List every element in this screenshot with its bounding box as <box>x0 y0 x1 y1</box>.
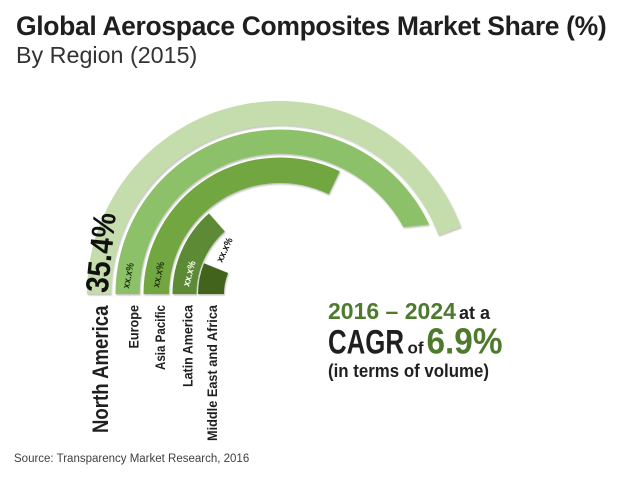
svg-text:xx.x%: xx.x% <box>151 261 167 289</box>
svg-text:Latin America: Latin America <box>179 305 195 387</box>
svg-text:6.9%: 6.9% <box>427 321 503 362</box>
svg-text:CAGR: CAGR <box>328 324 404 362</box>
svg-text:Europe: Europe <box>126 305 142 349</box>
svg-text:xx.x%: xx.x% <box>121 262 137 290</box>
svg-text:2016 – 2024: 2016 – 2024 <box>328 298 456 324</box>
svg-text:Middle East and Africa: Middle East and Africa <box>204 305 220 441</box>
svg-text:of: of <box>408 339 424 358</box>
svg-text:35.4%: 35.4% <box>79 211 123 294</box>
svg-text:at a: at a <box>459 303 491 323</box>
svg-text:Asia Pacific: Asia Pacific <box>152 305 168 370</box>
svg-text:xx.x%: xx.x% <box>215 236 236 264</box>
svg-text:(in terms of volume): (in terms of volume) <box>328 361 489 381</box>
svg-text:North America: North America <box>88 305 113 433</box>
